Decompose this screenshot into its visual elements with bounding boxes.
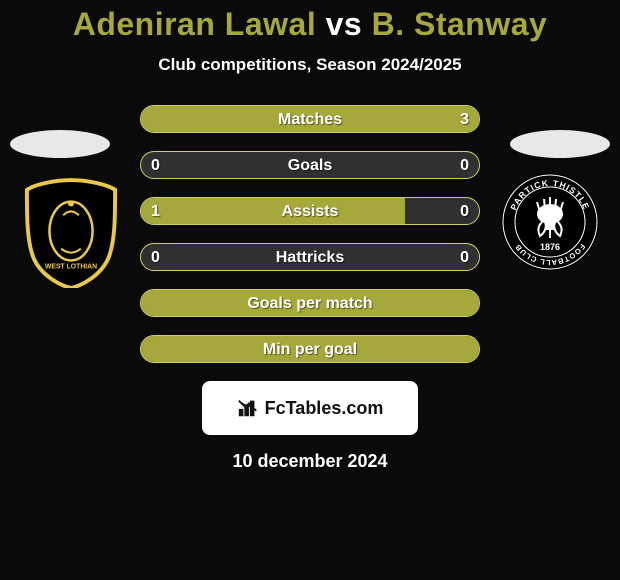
player2-name: B. Stanway [372, 6, 548, 42]
pedestal-right [510, 130, 610, 158]
stats-container: 3Matches 00Goals 10Assists 00Hattricks Goals… [140, 105, 480, 363]
watermark-text: FcTables.com [265, 398, 384, 419]
shield-shape [27, 180, 115, 288]
chart-icon [237, 397, 259, 419]
pedestal-left [10, 130, 110, 158]
stat-label: Goals per match [141, 290, 479, 317]
club-badge-right: PARTICK THISTLE FOOTBALL CLUB 1876 [500, 172, 600, 272]
stat-label: Goals [141, 152, 479, 179]
svg-text:1876: 1876 [540, 242, 560, 252]
stat-label: Matches [141, 106, 479, 133]
svg-text:WEST LOTHIAN: WEST LOTHIAN [45, 263, 97, 270]
comparison-title: Adeniran Lawal vs B. Stanway [0, 6, 620, 43]
subtitle: Club competitions, Season 2024/2025 [0, 55, 620, 75]
vs-label: vs [326, 6, 363, 42]
stat-row: 00Goals [140, 151, 480, 179]
stat-row: Goals per match [140, 289, 480, 317]
stat-label: Assists [141, 198, 479, 225]
watermark-badge: FcTables.com [202, 381, 418, 435]
date-label: 10 december 2024 [0, 451, 620, 472]
stat-row: Min per goal [140, 335, 480, 363]
stat-row: 10Assists [140, 197, 480, 225]
stat-label: Hattricks [141, 244, 479, 271]
player1-name: Adeniran Lawal [73, 6, 317, 42]
club-badge-left: WEST LOTHIAN [22, 178, 120, 288]
stat-label: Min per goal [141, 336, 479, 363]
stat-row: 3Matches [140, 105, 480, 133]
stat-row: 00Hattricks [140, 243, 480, 271]
